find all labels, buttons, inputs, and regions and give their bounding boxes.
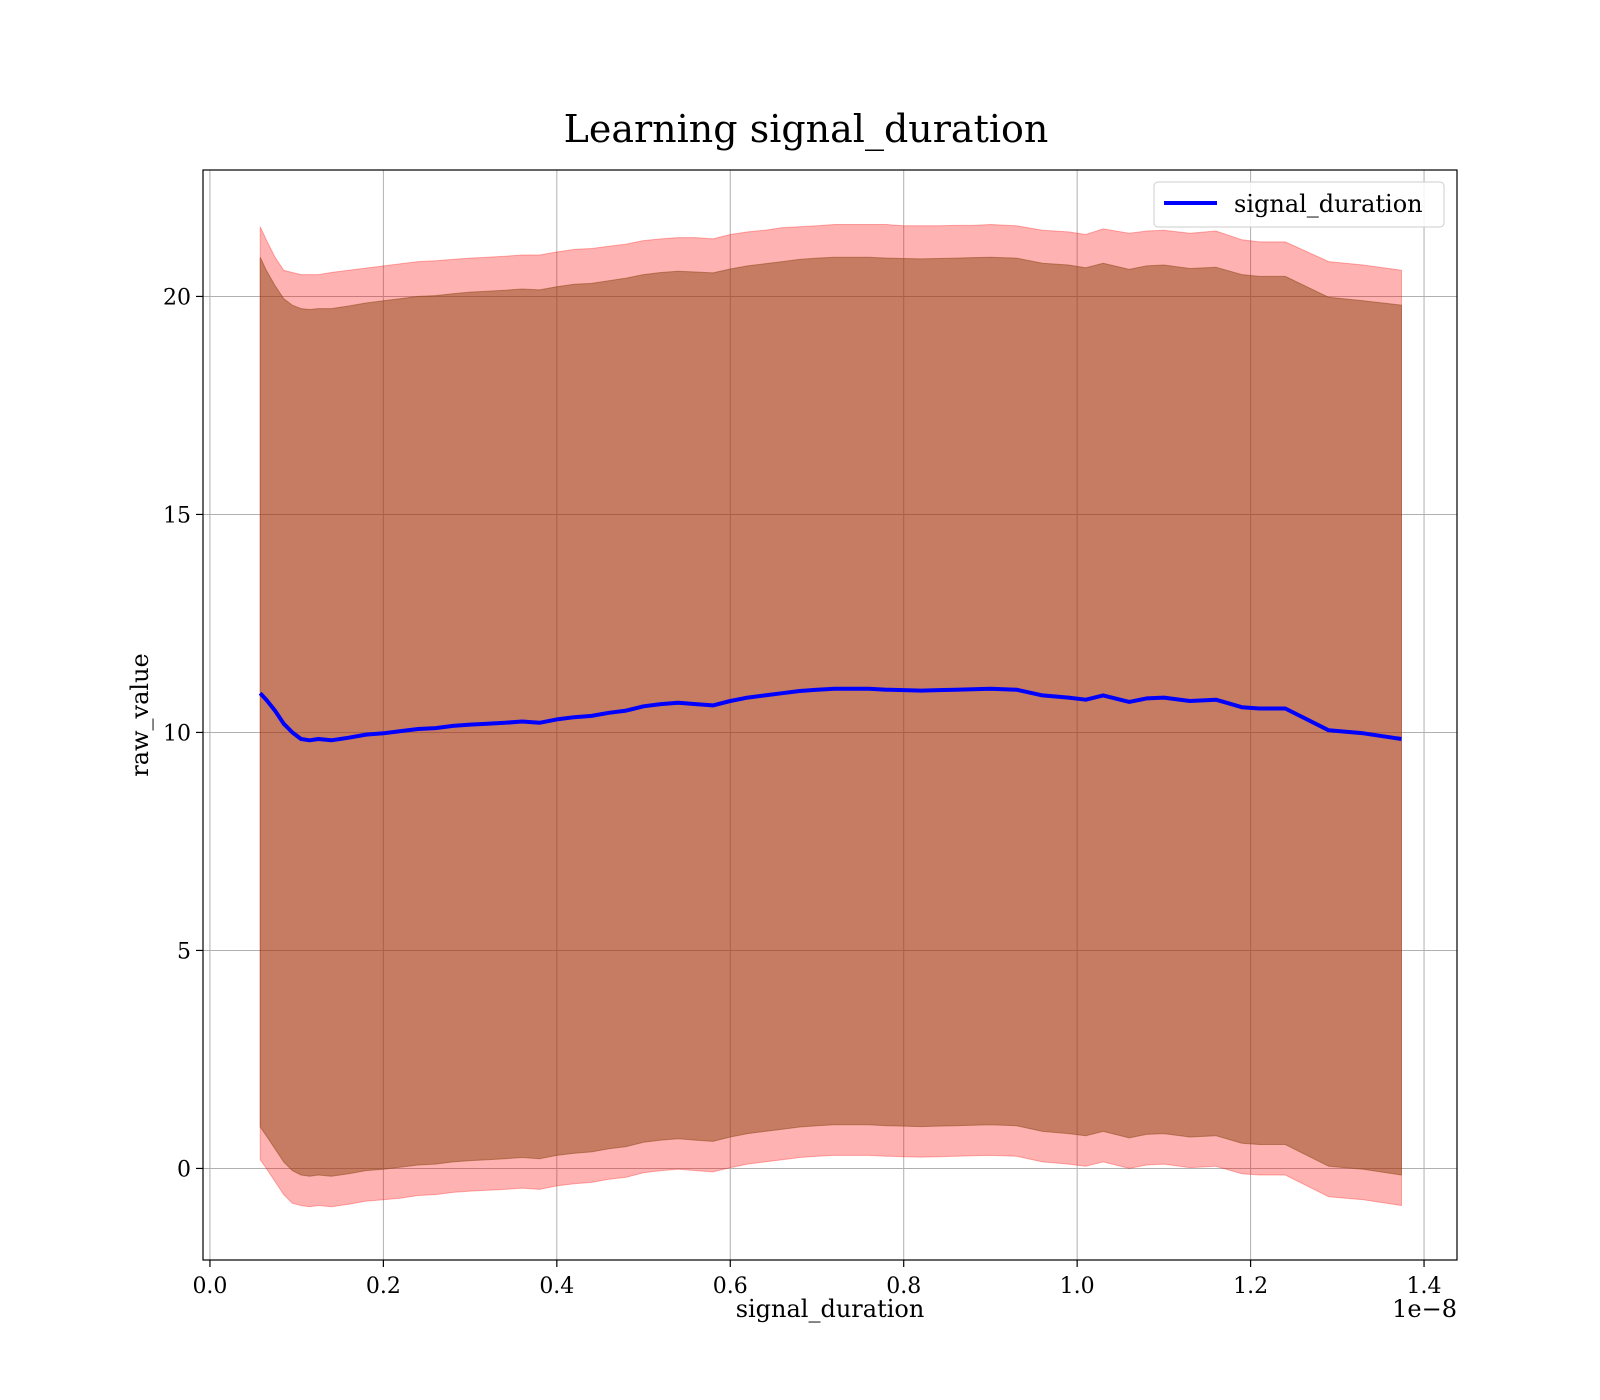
legend: signal_duration — [1153, 181, 1445, 228]
series-lines — [258, 686, 1402, 743]
x-tick-label: 1.0 — [1060, 1274, 1095, 1299]
legend-entry-signal-duration: signal_duration — [1234, 190, 1423, 218]
plot-frame — [202, 169, 1458, 1261]
x-tick-label: 1.4 — [1407, 1274, 1442, 1299]
y-tick-label: 10 — [163, 721, 191, 746]
y-tick-label: 15 — [163, 503, 191, 528]
x-tick-label: 0.2 — [366, 1274, 401, 1299]
series-line-signal-duration — [258, 686, 1402, 743]
x-tick-label: 0.0 — [192, 1274, 227, 1299]
x-axis-label: signal_duration — [736, 1295, 925, 1323]
y-tick-label: 0 — [177, 1157, 191, 1182]
legend-box — [1153, 181, 1445, 228]
x-tick-label: 0.4 — [539, 1274, 574, 1299]
y-tick-label: 20 — [163, 285, 191, 310]
axis-ticks: 0.0 0.2 0.4 0.6 0.8 1.0 1.2 1.4 0 5 10 15 20 — [163, 285, 1442, 1299]
x-tick-label: 1.2 — [1233, 1274, 1268, 1299]
chart-title: Learning signal_duration — [564, 107, 1049, 152]
x-tick-label: 0.8 — [886, 1274, 921, 1299]
y-axis-label: raw_value — [126, 653, 154, 777]
inner-confidence-band — [259, 256, 1402, 1177]
y-tick-label: 5 — [177, 939, 191, 964]
x-axis-offset-label: 1e−8 — [1392, 1295, 1457, 1323]
x-tick-label: 0.6 — [713, 1274, 748, 1299]
confidence-bands — [259, 223, 1402, 1208]
